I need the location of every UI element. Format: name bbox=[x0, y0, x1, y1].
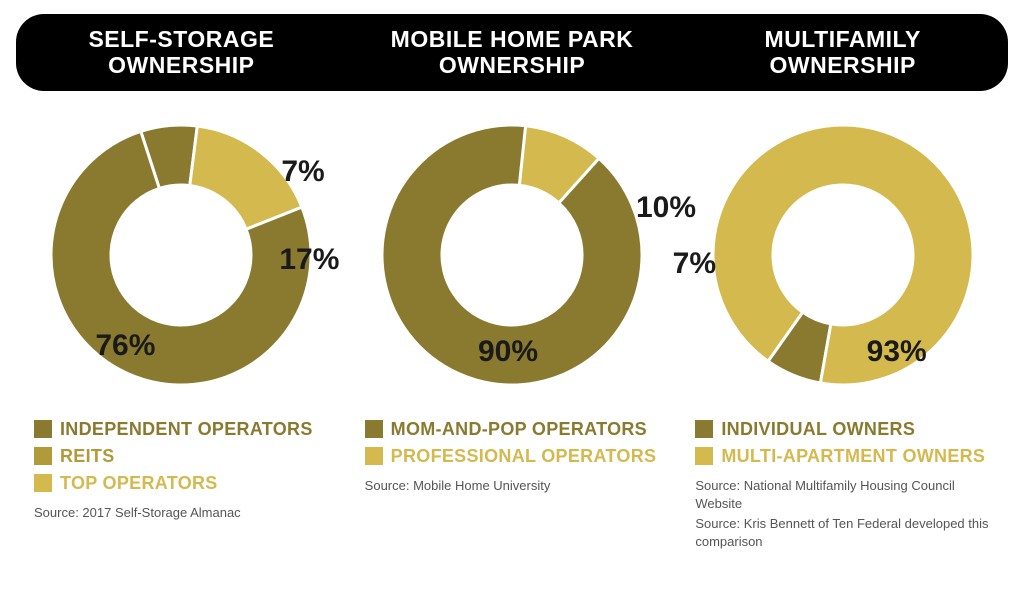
legend-swatch bbox=[34, 447, 52, 465]
source-text-0: Source: 2017 Self-Storage Almanac bbox=[34, 504, 329, 522]
slice-label-1: 17% bbox=[279, 243, 339, 277]
legend-label: INDEPENDENT OPERATORS bbox=[60, 419, 313, 440]
donut-svg bbox=[47, 121, 315, 389]
header-bar: SELF-STORAGE OWNERSHIP MOBILE HOME PARK … bbox=[16, 14, 1008, 91]
legend-item-0: MOM-AND-POP OPERATORS bbox=[365, 419, 660, 440]
legend-swatch bbox=[34, 420, 52, 438]
slice-label-1: 90% bbox=[478, 335, 538, 369]
header-title-2: MULTIFAMILY OWNERSHIP bbox=[677, 26, 1008, 79]
source-text-1: Source: Kris Bennett of Ten Federal deve… bbox=[695, 515, 990, 551]
legend-label: REITS bbox=[60, 446, 115, 467]
legend-label: PROFESSIONAL OPERATORS bbox=[391, 446, 657, 467]
chart-cell-2: 7%93% bbox=[677, 121, 1008, 389]
legends-row: INDEPENDENT OPERATORS REITS TOP OPERATORS S… bbox=[16, 419, 1008, 552]
slice-label-0: 7% bbox=[673, 247, 716, 281]
source-text-0: Source: National Multifamily Housing Cou… bbox=[695, 477, 990, 513]
legend-item-1: PROFESSIONAL OPERATORS bbox=[365, 446, 660, 467]
legend-item-0: INDIVIDUAL OWNERS bbox=[695, 419, 990, 440]
legend-0: INDEPENDENT OPERATORS REITS TOP OPERATORS S… bbox=[16, 419, 347, 552]
donut-1: 10%90% bbox=[378, 121, 646, 389]
donut-0: 7%17%76% bbox=[47, 121, 315, 389]
header-line1: MOBILE HOME PARK bbox=[391, 26, 634, 52]
slice-label-0: 7% bbox=[281, 155, 324, 189]
legend-swatch bbox=[365, 420, 383, 438]
legend-1: MOM-AND-POP OPERATORS PROFESSIONAL OPERAT… bbox=[347, 419, 678, 552]
donut-slice-1 bbox=[713, 125, 973, 385]
legend-item-1: MULTI-APARTMENT OWNERS bbox=[695, 446, 990, 467]
slice-label-2: 76% bbox=[95, 329, 155, 363]
legend-swatch bbox=[695, 420, 713, 438]
donut-2: 7%93% bbox=[709, 121, 977, 389]
legend-item-0: INDEPENDENT OPERATORS bbox=[34, 419, 329, 440]
header-line2: OWNERSHIP bbox=[770, 52, 916, 78]
header-title-0: SELF-STORAGE OWNERSHIP bbox=[16, 26, 347, 79]
legend-swatch bbox=[695, 447, 713, 465]
legend-2: INDIVIDUAL OWNERS MULTI-APARTMENT OWNERS S… bbox=[677, 419, 1008, 552]
chart-cell-1: 10%90% bbox=[347, 121, 678, 389]
slice-label-1: 93% bbox=[867, 335, 927, 369]
legend-label: MOM-AND-POP OPERATORS bbox=[391, 419, 647, 440]
legend-label: INDIVIDUAL OWNERS bbox=[721, 419, 915, 440]
legend-swatch bbox=[34, 474, 52, 492]
source-text-0: Source: Mobile Home University bbox=[365, 477, 660, 495]
legend-item-2: TOP OPERATORS bbox=[34, 473, 329, 494]
header-line1: SELF-STORAGE bbox=[88, 26, 274, 52]
header-title-1: MOBILE HOME PARK OWNERSHIP bbox=[347, 26, 678, 79]
header-line1: MULTIFAMILY bbox=[765, 26, 921, 52]
chart-cell-0: 7% 17% 76% bbox=[16, 121, 347, 389]
header-line2: OWNERSHIP bbox=[439, 52, 585, 78]
legend-swatch bbox=[365, 447, 383, 465]
legend-item-1: REITS bbox=[34, 446, 329, 467]
legend-label: TOP OPERATORS bbox=[60, 473, 218, 494]
header-line2: OWNERSHIP bbox=[108, 52, 254, 78]
legend-label: MULTI-APARTMENT OWNERS bbox=[721, 446, 985, 467]
charts-row: 7%17%76% 10%90% 7%93% bbox=[16, 121, 1008, 389]
donut-svg bbox=[709, 121, 977, 389]
